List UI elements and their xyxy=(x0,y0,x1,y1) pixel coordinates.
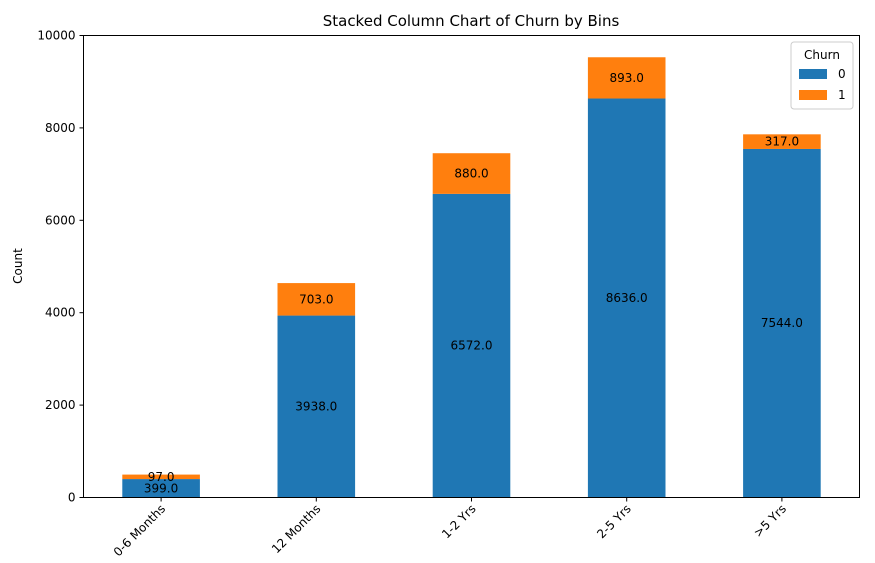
legend-swatch-0 xyxy=(799,69,827,79)
y-tick-label-0: 0 xyxy=(68,491,76,505)
y-tick-label-1: 2000 xyxy=(45,398,76,412)
legend: Churn 0 1 xyxy=(790,41,854,110)
data-label-series-1-4: 893.0 xyxy=(610,71,644,85)
legend-label-0: 0 xyxy=(838,67,846,81)
x-tick-label-1: 0-6 Months xyxy=(111,502,168,559)
x-axis: 0-6 Months 12 Months 1-2 Yrs 2-5 Yrs >5 Yrs xyxy=(111,497,789,559)
data-label-series-0-5: 7544.0 xyxy=(761,316,803,330)
bar-series-1-3 xyxy=(432,153,511,194)
x-tick-label-4: 2-5 Yrs xyxy=(594,502,634,542)
data-label-series-0-2: 3938.0 xyxy=(295,400,337,414)
bar-series-0-2 xyxy=(277,315,356,498)
data-label-series-0-3: 6572.0 xyxy=(451,339,493,353)
bar-series-0-4 xyxy=(587,98,666,498)
bar-series-1-4 xyxy=(587,57,666,99)
plot-frame xyxy=(83,35,860,498)
data-label-series-0-1: 399.0 xyxy=(144,481,178,495)
bar-series-1-5 xyxy=(743,134,821,149)
y-axis: 0 2000 4000 6000 8000 10000 xyxy=(37,29,84,505)
y-axis-label: Count xyxy=(11,248,25,284)
y-tick-label-5: 10000 xyxy=(37,29,75,43)
legend-swatch-1 xyxy=(799,90,827,100)
bar-series-1-1 xyxy=(122,474,200,480)
legend-title: Churn xyxy=(804,48,840,62)
data-label-series-0-4: 8636.0 xyxy=(606,291,648,305)
bar-series-1-2 xyxy=(277,283,356,316)
x-tick-label-2: 12 Months xyxy=(269,502,323,556)
bar-series-0-5 xyxy=(743,148,821,498)
x-tick-label-5: >5 Yrs xyxy=(751,502,789,540)
data-label-series-1-5: 317.0 xyxy=(765,135,799,149)
legend-label-1: 1 xyxy=(838,88,846,102)
bars-group xyxy=(122,57,821,498)
data-label-series-1-3: 880.0 xyxy=(454,167,488,181)
value-labels-group: 399.097.0 3938.0 703.0 6572.0 880.0 8636.0 893… xyxy=(144,71,803,495)
y-tick-label-2: 4000 xyxy=(45,306,76,320)
data-label-series-1-2: 703.0 xyxy=(299,292,333,306)
data-label-series-1-1: 97.0 xyxy=(148,470,175,484)
bar-series-0-1 xyxy=(122,479,200,498)
y-tick-label-4: 8000 xyxy=(45,121,76,135)
bar-series-0-3 xyxy=(432,193,511,498)
chart-title: Stacked Column Chart of Churn by Bins xyxy=(323,12,620,30)
y-tick-label-3: 6000 xyxy=(45,213,76,227)
x-tick-label-3: 1-2 Yrs xyxy=(439,502,479,542)
